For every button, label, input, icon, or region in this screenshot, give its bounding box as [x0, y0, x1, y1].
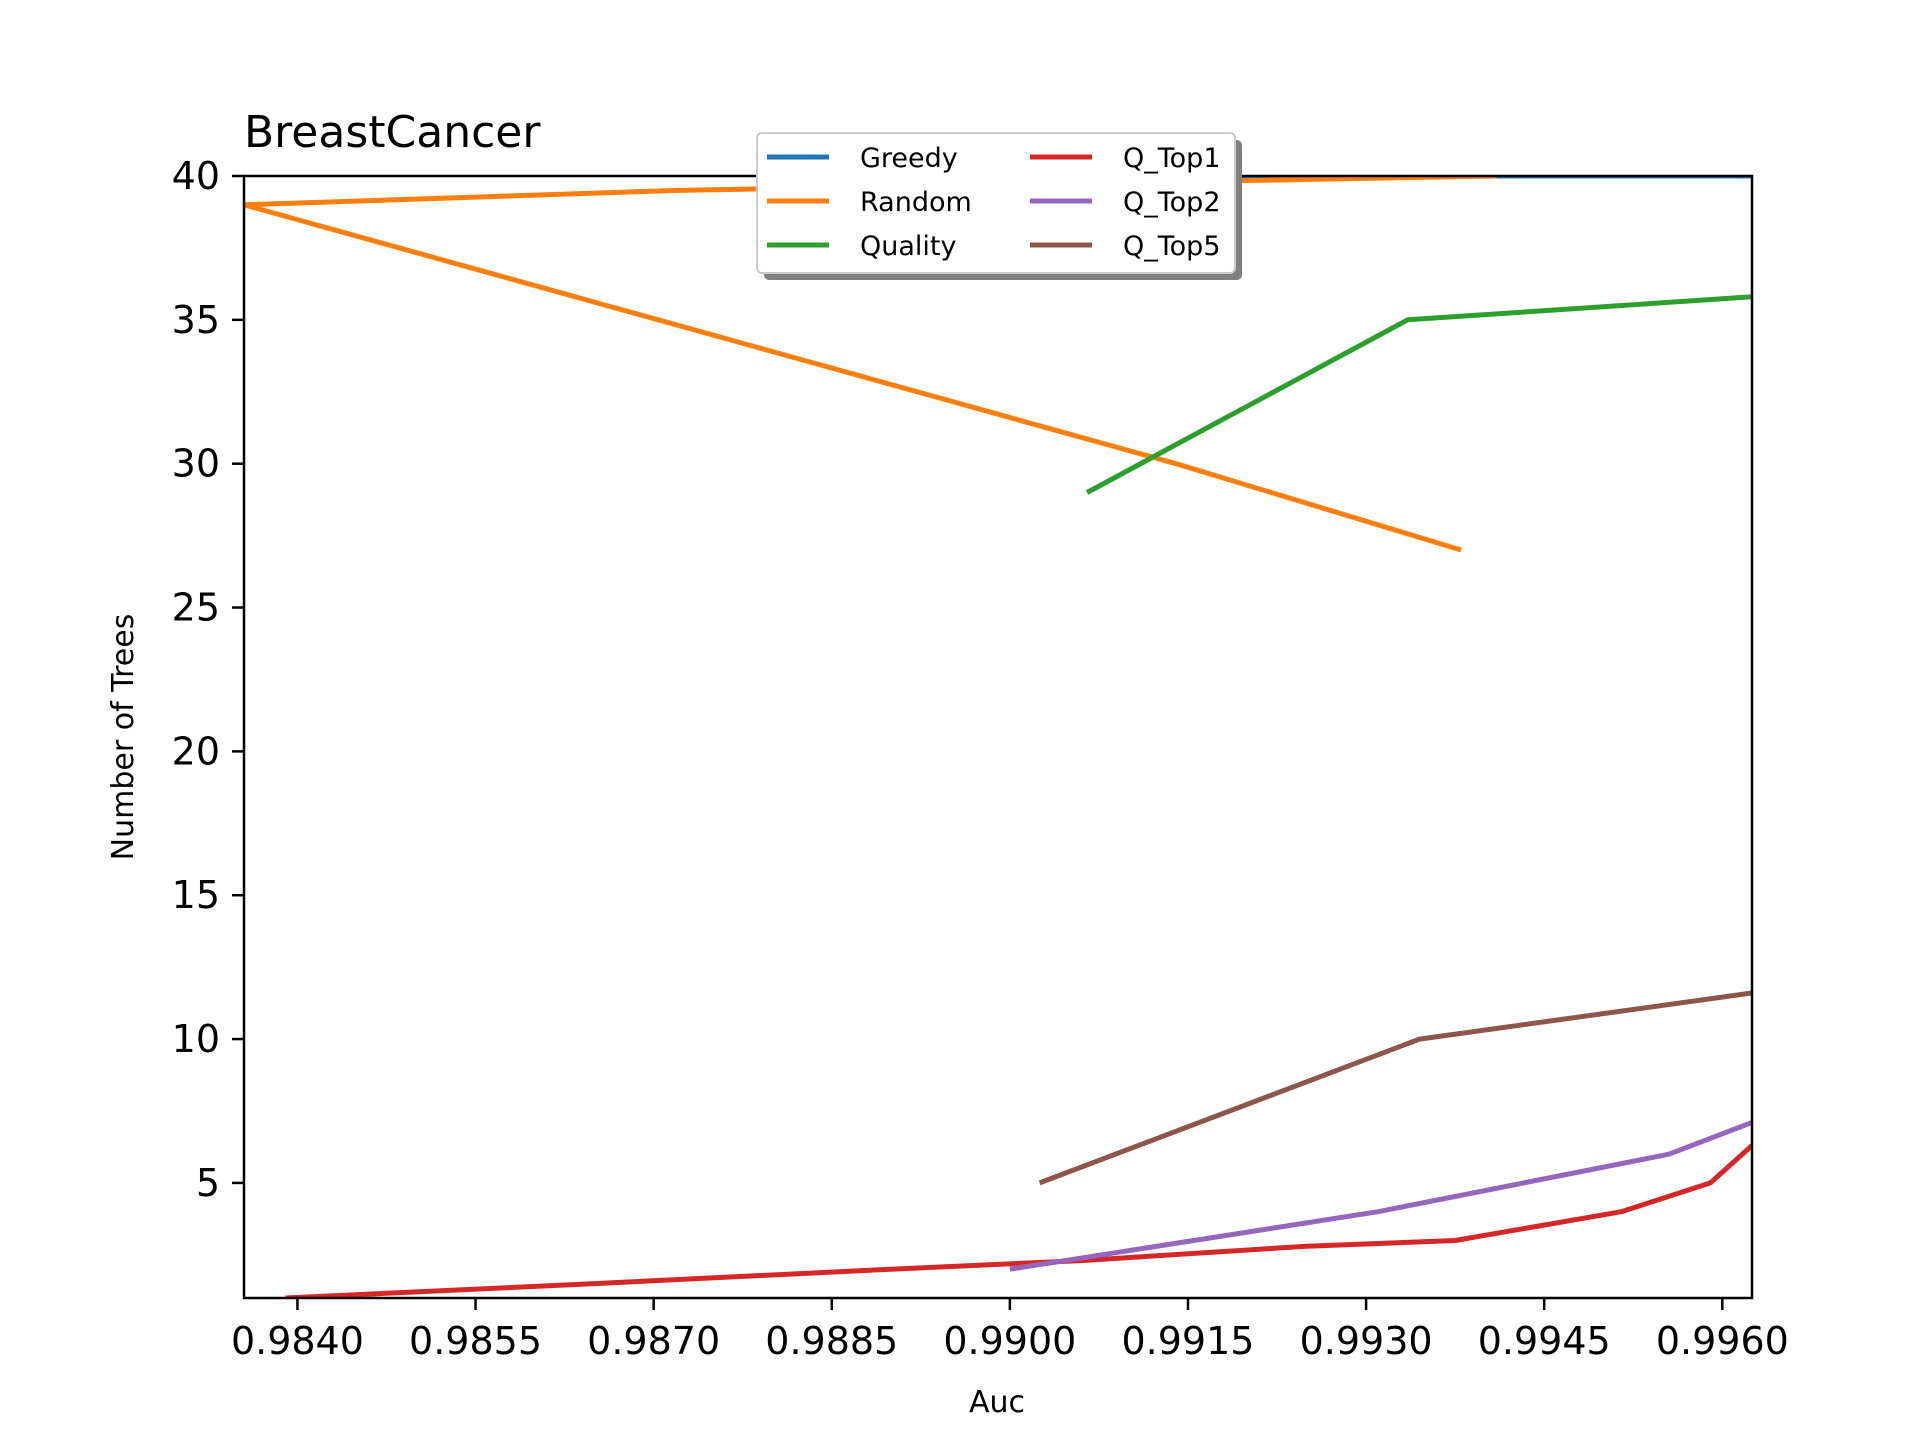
y-tick-label: 25 — [172, 586, 220, 630]
y-tick-label: 30 — [172, 442, 220, 486]
x-tick-label: 0.9885 — [765, 1319, 898, 1363]
series-line-q-top5 — [1038, 990, 1752, 1186]
y-tick-label: 40 — [172, 154, 220, 198]
chart-title: BreastCancer — [244, 107, 541, 158]
x-tick-label: 0.9960 — [1656, 1319, 1789, 1363]
x-tick-label: 0.9840 — [231, 1319, 364, 1363]
x-tick-label: 0.9915 — [1121, 1319, 1254, 1363]
legend-label: Q_Top2 — [1123, 187, 1221, 218]
legend-label: Quality — [860, 231, 956, 262]
x-tick-label: 0.9855 — [409, 1319, 542, 1363]
x-tick-label: 0.9870 — [587, 1319, 720, 1363]
legend-label: Q_Top5 — [1123, 231, 1221, 262]
y-tick-label: 5 — [196, 1161, 220, 1205]
series-line-quality — [1085, 294, 1752, 495]
y-tick-label: 10 — [172, 1017, 220, 1061]
y-tick-label: 20 — [172, 729, 220, 773]
series-line-q-top2 — [1009, 1120, 1752, 1272]
legend-label: Q_Top1 — [1123, 143, 1221, 174]
series-lines — [244, 176, 1752, 1298]
x-axis-label: Auc — [969, 1385, 1025, 1420]
y-axis: 5 10 15 20 25 30 35 40 — [172, 154, 244, 1205]
x-axis: 0.9840 0.9855 0.9870 0.9885 0.9900 0.9915 0.99… — [231, 1298, 1789, 1363]
legend-label: Random — [860, 187, 972, 218]
x-tick-label: 0.9900 — [943, 1319, 1076, 1363]
x-tick-label: 0.9930 — [1300, 1319, 1433, 1363]
legend: Greedy Random Quality Q_Top1 Q_Top2 Q_Top5 — [756, 132, 1242, 280]
legend-label: Greedy — [860, 143, 958, 174]
series-line-q-top1 — [285, 1143, 1752, 1298]
y-tick-label: 15 — [172, 873, 220, 917]
x-tick-label: 0.9945 — [1478, 1319, 1611, 1363]
legend-box — [756, 132, 1236, 274]
y-tick-label: 35 — [172, 298, 220, 342]
plot-frame — [242, 174, 1754, 1300]
y-axis-label: Number of Trees — [106, 614, 141, 861]
